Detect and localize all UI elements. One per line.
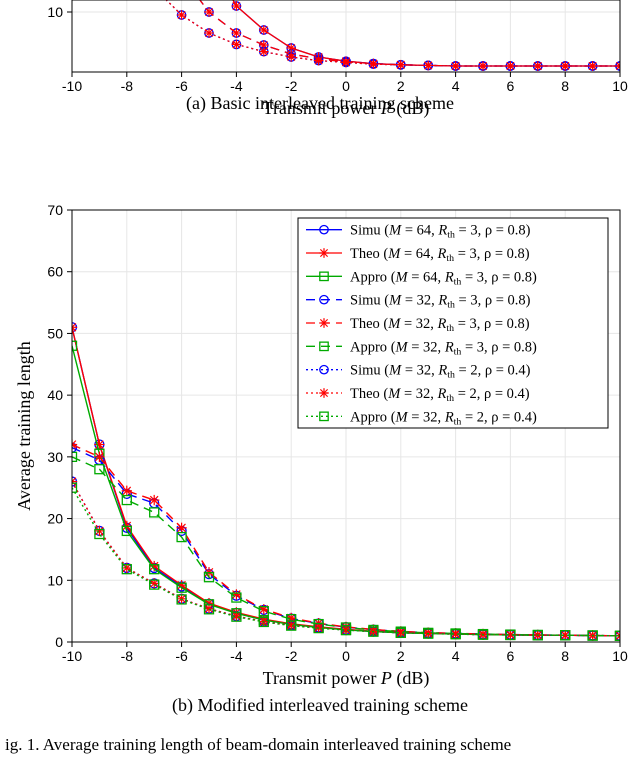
svg-text:Simu (M = 32, Rth = 2, ρ = 0: Simu (M = 32, Rth = 2, ρ = 0.4) <box>350 363 531 381</box>
svg-text:8: 8 <box>561 78 569 94</box>
svg-text:60: 60 <box>47 264 63 280</box>
svg-text:2: 2 <box>397 648 405 664</box>
svg-text:-6: -6 <box>175 648 188 664</box>
svg-text:Theo (M = 32, Rth = 2, ρ = 0: Theo (M = 32, Rth = 2, ρ = 0.4) <box>350 386 530 404</box>
svg-text:0: 0 <box>342 78 350 94</box>
svg-text:Average training length: Average training length <box>14 341 34 511</box>
svg-text:10: 10 <box>47 572 63 588</box>
svg-text:Theo (M = 64, Rth = 3, ρ = 0: Theo (M = 64, Rth = 3, ρ = 0.8) <box>350 246 530 264</box>
svg-text:-4: -4 <box>230 648 243 664</box>
svg-text:-10: -10 <box>62 78 82 94</box>
figure-caption: ig. 1. Average training length of beam-d… <box>0 735 640 755</box>
svg-text:Simu (M = 32, Rth = 3, ρ = 0: Simu (M = 32, Rth = 3, ρ = 0.8) <box>350 293 531 311</box>
svg-text:4: 4 <box>452 648 460 664</box>
svg-text:Appro (M = 32, Rth = 2, ρ =: Appro (M = 32, Rth = 2, ρ = 0.4) <box>350 409 537 427</box>
svg-text:0: 0 <box>342 648 350 664</box>
svg-text:-2: -2 <box>285 78 298 94</box>
svg-text:0: 0 <box>55 634 63 650</box>
svg-text:Appro (M = 32, Rth = 3, ρ =: Appro (M = 32, Rth = 3, ρ = 0.8) <box>350 339 537 357</box>
svg-text:40: 40 <box>47 387 63 403</box>
svg-text:10: 10 <box>47 4 63 20</box>
svg-text:30: 30 <box>47 449 63 465</box>
svg-text:-6: -6 <box>175 78 188 94</box>
svg-text:-8: -8 <box>121 648 134 664</box>
svg-text:10: 10 <box>612 648 628 664</box>
svg-text:2: 2 <box>397 78 405 94</box>
svg-text:-8: -8 <box>121 78 134 94</box>
svg-text:8: 8 <box>561 648 569 664</box>
panel-b-caption: (b) Modified interleaved training scheme <box>0 695 640 716</box>
svg-text:Theo (M = 32, Rth = 3, ρ = 0: Theo (M = 32, Rth = 3, ρ = 0.8) <box>350 316 530 334</box>
svg-text:20: 20 <box>47 511 63 527</box>
panel-a-caption: (a) Basic interleaved training scheme <box>0 93 640 114</box>
svg-text:6: 6 <box>507 78 515 94</box>
svg-text:-10: -10 <box>62 648 82 664</box>
svg-text:-2: -2 <box>285 648 298 664</box>
svg-text:6: 6 <box>507 648 515 664</box>
svg-text:50: 50 <box>47 325 63 341</box>
svg-text:Appro (M = 64, Rth = 3, ρ =: Appro (M = 64, Rth = 3, ρ = 0.8) <box>350 269 537 287</box>
svg-text:Simu (M = 64, Rth = 3, ρ = 0: Simu (M = 64, Rth = 3, ρ = 0.8) <box>350 223 531 241</box>
svg-text:70: 70 <box>47 202 63 218</box>
svg-text:10: 10 <box>612 78 628 94</box>
svg-text:-4: -4 <box>230 78 243 94</box>
svg-text:4: 4 <box>452 78 460 94</box>
svg-text:Transmit power P (dB): Transmit power P (dB) <box>263 668 430 689</box>
